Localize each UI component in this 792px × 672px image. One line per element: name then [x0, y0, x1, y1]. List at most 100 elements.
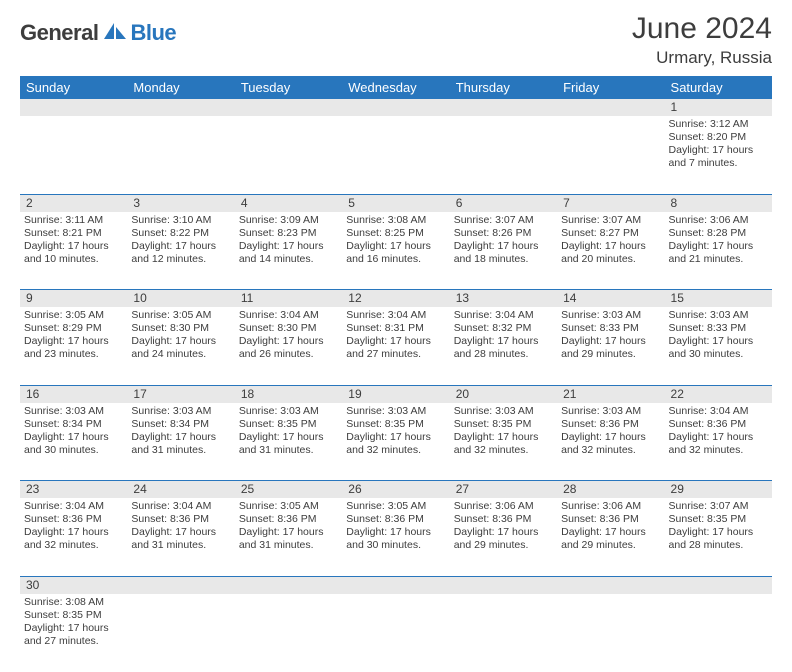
day-content-cell — [665, 594, 772, 672]
day-content-cell — [557, 594, 664, 672]
day-number-cell: 19 — [342, 385, 449, 403]
sun-times: Sunrise: 3:06 AMSunset: 8:28 PMDaylight:… — [669, 214, 768, 267]
day-number-cell: 29 — [665, 481, 772, 499]
day-content-cell: Sunrise: 3:05 AMSunset: 8:29 PMDaylight:… — [20, 307, 127, 385]
day-number-row: 30 — [20, 576, 772, 594]
day-content-cell: Sunrise: 3:04 AMSunset: 8:36 PMDaylight:… — [127, 498, 234, 576]
day-content-cell: Sunrise: 3:03 AMSunset: 8:35 PMDaylight:… — [450, 403, 557, 481]
day-content-cell: Sunrise: 3:03 AMSunset: 8:33 PMDaylight:… — [557, 307, 664, 385]
sun-times: Sunrise: 3:11 AMSunset: 8:21 PMDaylight:… — [24, 214, 123, 267]
sun-times: Sunrise: 3:05 AMSunset: 8:29 PMDaylight:… — [24, 309, 123, 362]
day-content-cell: Sunrise: 3:05 AMSunset: 8:30 PMDaylight:… — [127, 307, 234, 385]
day-number-row: 9101112131415 — [20, 290, 772, 308]
day-number-cell: 12 — [342, 290, 449, 308]
logo: General Blue — [20, 20, 176, 46]
sun-times: Sunrise: 3:03 AMSunset: 8:33 PMDaylight:… — [561, 309, 660, 362]
sun-times: Sunrise: 3:12 AMSunset: 8:20 PMDaylight:… — [669, 118, 768, 171]
logo-text-blue: Blue — [130, 20, 176, 46]
sun-times: Sunrise: 3:04 AMSunset: 8:36 PMDaylight:… — [24, 500, 123, 553]
calendar-body: 1 Sunrise: 3:12 AMSunset: 8:20 PMDaylight… — [20, 99, 772, 672]
sun-times: Sunrise: 3:03 AMSunset: 8:35 PMDaylight:… — [239, 405, 338, 458]
day-content-cell: Sunrise: 3:03 AMSunset: 8:36 PMDaylight:… — [557, 403, 664, 481]
sun-times: Sunrise: 3:03 AMSunset: 8:33 PMDaylight:… — [669, 309, 768, 362]
day-number-cell: 18 — [235, 385, 342, 403]
day-number-cell: 30 — [20, 576, 127, 594]
weekday-header-row: Sunday Monday Tuesday Wednesday Thursday… — [20, 76, 772, 99]
day-number-cell — [127, 99, 234, 116]
day-number-row: 16171819202122 — [20, 385, 772, 403]
sun-times: Sunrise: 3:05 AMSunset: 8:36 PMDaylight:… — [346, 500, 445, 553]
sun-times: Sunrise: 3:04 AMSunset: 8:36 PMDaylight:… — [669, 405, 768, 458]
day-number-row: 23242526272829 — [20, 481, 772, 499]
day-number-cell — [235, 99, 342, 116]
day-content-cell — [342, 594, 449, 672]
day-number-cell — [342, 99, 449, 116]
sun-times: Sunrise: 3:03 AMSunset: 8:34 PMDaylight:… — [131, 405, 230, 458]
day-content-cell: Sunrise: 3:12 AMSunset: 8:20 PMDaylight:… — [665, 116, 772, 194]
weekday-header: Thursday — [450, 76, 557, 99]
day-content-cell — [127, 116, 234, 194]
logo-text-general: General — [20, 20, 98, 46]
weekday-header: Friday — [557, 76, 664, 99]
sun-times: Sunrise: 3:05 AMSunset: 8:30 PMDaylight:… — [131, 309, 230, 362]
day-content-cell: Sunrise: 3:06 AMSunset: 8:28 PMDaylight:… — [665, 212, 772, 290]
day-number-cell: 16 — [20, 385, 127, 403]
day-content-cell — [450, 594, 557, 672]
day-content-row: Sunrise: 3:12 AMSunset: 8:20 PMDaylight:… — [20, 116, 772, 194]
day-content-cell: Sunrise: 3:08 AMSunset: 8:25 PMDaylight:… — [342, 212, 449, 290]
sun-times: Sunrise: 3:08 AMSunset: 8:25 PMDaylight:… — [346, 214, 445, 267]
day-number-cell: 13 — [450, 290, 557, 308]
day-number-row: 2345678 — [20, 194, 772, 212]
day-content-cell: Sunrise: 3:09 AMSunset: 8:23 PMDaylight:… — [235, 212, 342, 290]
day-number-cell: 20 — [450, 385, 557, 403]
day-content-cell: Sunrise: 3:03 AMSunset: 8:33 PMDaylight:… — [665, 307, 772, 385]
day-content-cell — [235, 594, 342, 672]
weekday-header: Saturday — [665, 76, 772, 99]
sun-times: Sunrise: 3:09 AMSunset: 8:23 PMDaylight:… — [239, 214, 338, 267]
day-number-cell: 9 — [20, 290, 127, 308]
sun-times: Sunrise: 3:07 AMSunset: 8:26 PMDaylight:… — [454, 214, 553, 267]
sun-times: Sunrise: 3:07 AMSunset: 8:27 PMDaylight:… — [561, 214, 660, 267]
sun-times: Sunrise: 3:07 AMSunset: 8:35 PMDaylight:… — [669, 500, 768, 553]
day-number-cell: 17 — [127, 385, 234, 403]
day-content-cell — [20, 116, 127, 194]
day-content-cell: Sunrise: 3:10 AMSunset: 8:22 PMDaylight:… — [127, 212, 234, 290]
day-number-cell — [127, 576, 234, 594]
calendar-table: Sunday Monday Tuesday Wednesday Thursday… — [20, 76, 772, 672]
day-content-cell: Sunrise: 3:07 AMSunset: 8:26 PMDaylight:… — [450, 212, 557, 290]
day-number-cell — [557, 576, 664, 594]
day-content-row: Sunrise: 3:04 AMSunset: 8:36 PMDaylight:… — [20, 498, 772, 576]
sun-times: Sunrise: 3:03 AMSunset: 8:35 PMDaylight:… — [454, 405, 553, 458]
title-block: June 2024 Urmary, Russia — [632, 12, 772, 68]
day-content-cell: Sunrise: 3:06 AMSunset: 8:36 PMDaylight:… — [450, 498, 557, 576]
day-number-cell: 15 — [665, 290, 772, 308]
weekday-header: Sunday — [20, 76, 127, 99]
day-number-cell — [557, 99, 664, 116]
day-number-cell: 2 — [20, 194, 127, 212]
day-number-cell: 8 — [665, 194, 772, 212]
header: General Blue June 2024 Urmary, Russia — [20, 12, 772, 68]
day-number-cell: 1 — [665, 99, 772, 116]
day-content-cell: Sunrise: 3:03 AMSunset: 8:35 PMDaylight:… — [235, 403, 342, 481]
day-number-cell — [450, 576, 557, 594]
sun-times: Sunrise: 3:03 AMSunset: 8:36 PMDaylight:… — [561, 405, 660, 458]
location: Urmary, Russia — [632, 48, 772, 68]
day-number-cell: 28 — [557, 481, 664, 499]
day-number-cell: 21 — [557, 385, 664, 403]
sun-times: Sunrise: 3:06 AMSunset: 8:36 PMDaylight:… — [561, 500, 660, 553]
day-number-cell: 11 — [235, 290, 342, 308]
day-number-cell: 6 — [450, 194, 557, 212]
day-content-cell: Sunrise: 3:07 AMSunset: 8:27 PMDaylight:… — [557, 212, 664, 290]
day-content-cell: Sunrise: 3:06 AMSunset: 8:36 PMDaylight:… — [557, 498, 664, 576]
weekday-header: Monday — [127, 76, 234, 99]
sun-times: Sunrise: 3:10 AMSunset: 8:22 PMDaylight:… — [131, 214, 230, 267]
day-number-cell: 7 — [557, 194, 664, 212]
day-content-cell: Sunrise: 3:03 AMSunset: 8:35 PMDaylight:… — [342, 403, 449, 481]
day-content-cell: Sunrise: 3:04 AMSunset: 8:36 PMDaylight:… — [665, 403, 772, 481]
day-content-cell — [557, 116, 664, 194]
day-number-cell: 25 — [235, 481, 342, 499]
day-content-row: Sunrise: 3:03 AMSunset: 8:34 PMDaylight:… — [20, 403, 772, 481]
day-content-cell: Sunrise: 3:07 AMSunset: 8:35 PMDaylight:… — [665, 498, 772, 576]
month-title: June 2024 — [632, 12, 772, 46]
weekday-header: Tuesday — [235, 76, 342, 99]
